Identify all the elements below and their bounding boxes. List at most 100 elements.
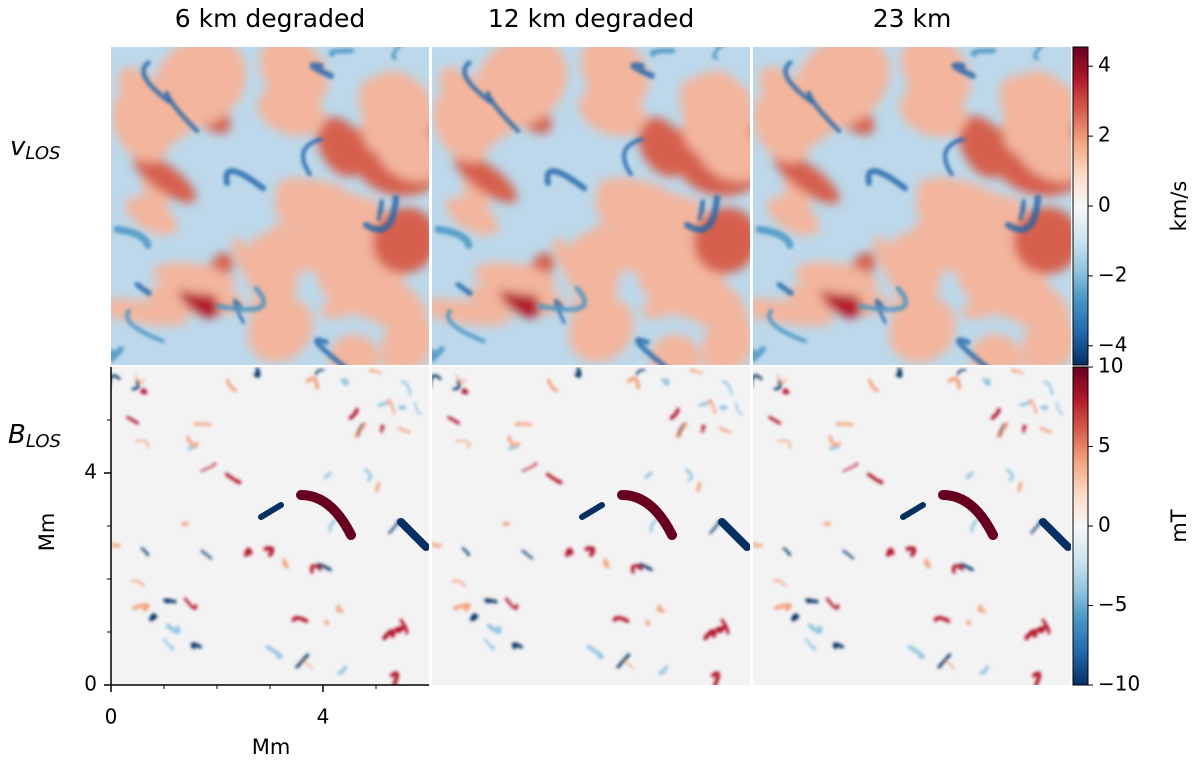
field-feature bbox=[584, 546, 596, 557]
field-feature bbox=[1019, 401, 1031, 407]
column-title: 12 km degraded bbox=[488, 4, 694, 33]
colorbar-label: km/s bbox=[1167, 181, 1191, 232]
x-axis-label: Mm bbox=[252, 735, 291, 759]
field-feature bbox=[305, 376, 320, 390]
field-feature bbox=[364, 468, 372, 482]
field-feature bbox=[661, 377, 670, 387]
field-feature bbox=[253, 367, 261, 378]
flux-sheet bbox=[617, 490, 677, 540]
field-feature bbox=[630, 564, 643, 574]
colorbar bbox=[1072, 366, 1089, 686]
field-feature bbox=[1036, 625, 1048, 633]
row-label: BLOS bbox=[8, 420, 61, 453]
colorbar-tick-label: −10 bbox=[1098, 672, 1140, 696]
field-feature bbox=[895, 367, 903, 378]
granule bbox=[111, 89, 171, 163]
colorbar-tick-label: 10 bbox=[1098, 354, 1123, 378]
field-feature bbox=[1010, 368, 1025, 375]
granule bbox=[432, 89, 492, 163]
field-feature bbox=[773, 602, 792, 612]
field-feature bbox=[323, 471, 332, 480]
field-feature bbox=[768, 415, 782, 425]
field-feature bbox=[773, 579, 787, 587]
map-panel bbox=[111, 47, 429, 365]
field-feature bbox=[807, 623, 823, 634]
row-symbol: B bbox=[8, 420, 26, 450]
field-feature bbox=[823, 521, 832, 527]
downflow-lane bbox=[314, 337, 347, 365]
downflow-lane bbox=[806, 90, 842, 134]
field-feature bbox=[602, 558, 610, 569]
granules bbox=[753, 47, 1071, 365]
field-feature bbox=[546, 378, 559, 393]
downflow-lane bbox=[783, 60, 814, 104]
field-feature bbox=[514, 422, 533, 427]
downflow-lane bbox=[125, 308, 165, 344]
field-feature bbox=[956, 369, 967, 376]
downflow-lane bbox=[767, 308, 807, 344]
field-feature bbox=[295, 653, 310, 669]
field-feature bbox=[309, 564, 322, 574]
downflow-lane bbox=[485, 90, 521, 134]
granule bbox=[908, 221, 941, 306]
colorbar-tick-label: 5 bbox=[1098, 433, 1111, 457]
granule bbox=[663, 269, 748, 331]
map-panel bbox=[432, 47, 750, 365]
granule bbox=[473, 262, 557, 295]
field-feature bbox=[782, 547, 792, 556]
downflow-lane bbox=[956, 337, 989, 365]
field-feature bbox=[564, 547, 574, 557]
row-subscript: LOS bbox=[25, 143, 60, 164]
field-feature bbox=[162, 637, 175, 651]
field-feature bbox=[368, 368, 383, 375]
downflow-lane bbox=[776, 281, 794, 296]
field-feature bbox=[328, 518, 338, 533]
row-subscript: LOS bbox=[26, 431, 61, 452]
granule bbox=[587, 223, 620, 304]
field-feature bbox=[1042, 380, 1054, 396]
downflow-lane bbox=[630, 62, 655, 79]
downflow-lane bbox=[309, 62, 334, 79]
field-feature bbox=[140, 547, 150, 556]
field-feature bbox=[718, 426, 732, 434]
field-feature bbox=[947, 376, 962, 390]
map-panel bbox=[432, 367, 750, 685]
downflow-lane bbox=[683, 194, 721, 233]
field-feature bbox=[835, 422, 854, 427]
field-feature bbox=[805, 598, 819, 604]
field-feature bbox=[183, 597, 198, 610]
field-feature bbox=[867, 378, 880, 393]
colorbar-tick-label: −2 bbox=[1098, 262, 1127, 286]
field-feature bbox=[696, 481, 702, 493]
downflow-lane bbox=[223, 168, 267, 192]
downflow-lane bbox=[697, 199, 705, 221]
map-panel bbox=[753, 47, 1071, 365]
field-feature bbox=[470, 613, 479, 622]
field-feature bbox=[314, 369, 325, 376]
granules bbox=[111, 47, 429, 365]
granule bbox=[152, 262, 236, 295]
colorbar-tick-label: −4 bbox=[1098, 332, 1127, 356]
row-label: vLOS bbox=[10, 132, 60, 165]
field-feature bbox=[977, 604, 986, 613]
field-feature bbox=[461, 547, 471, 556]
downflow-lane bbox=[1018, 199, 1026, 221]
field-feature bbox=[452, 380, 461, 391]
field-feature bbox=[965, 471, 974, 480]
field-feature bbox=[782, 388, 790, 395]
granule bbox=[276, 178, 351, 206]
field-features bbox=[432, 367, 744, 685]
downflow-lane bbox=[455, 281, 473, 296]
colorbar-tick-label: 0 bbox=[1098, 193, 1111, 217]
column-title: 6 km degraded bbox=[175, 4, 365, 33]
granule bbox=[916, 177, 995, 206]
field-feature bbox=[131, 380, 140, 391]
field-feature bbox=[140, 388, 148, 395]
granule bbox=[133, 153, 197, 203]
field-feature bbox=[721, 380, 733, 396]
field-feature bbox=[335, 604, 344, 613]
field-feature bbox=[1041, 618, 1051, 635]
lanes bbox=[111, 47, 401, 365]
granule bbox=[650, 334, 700, 365]
